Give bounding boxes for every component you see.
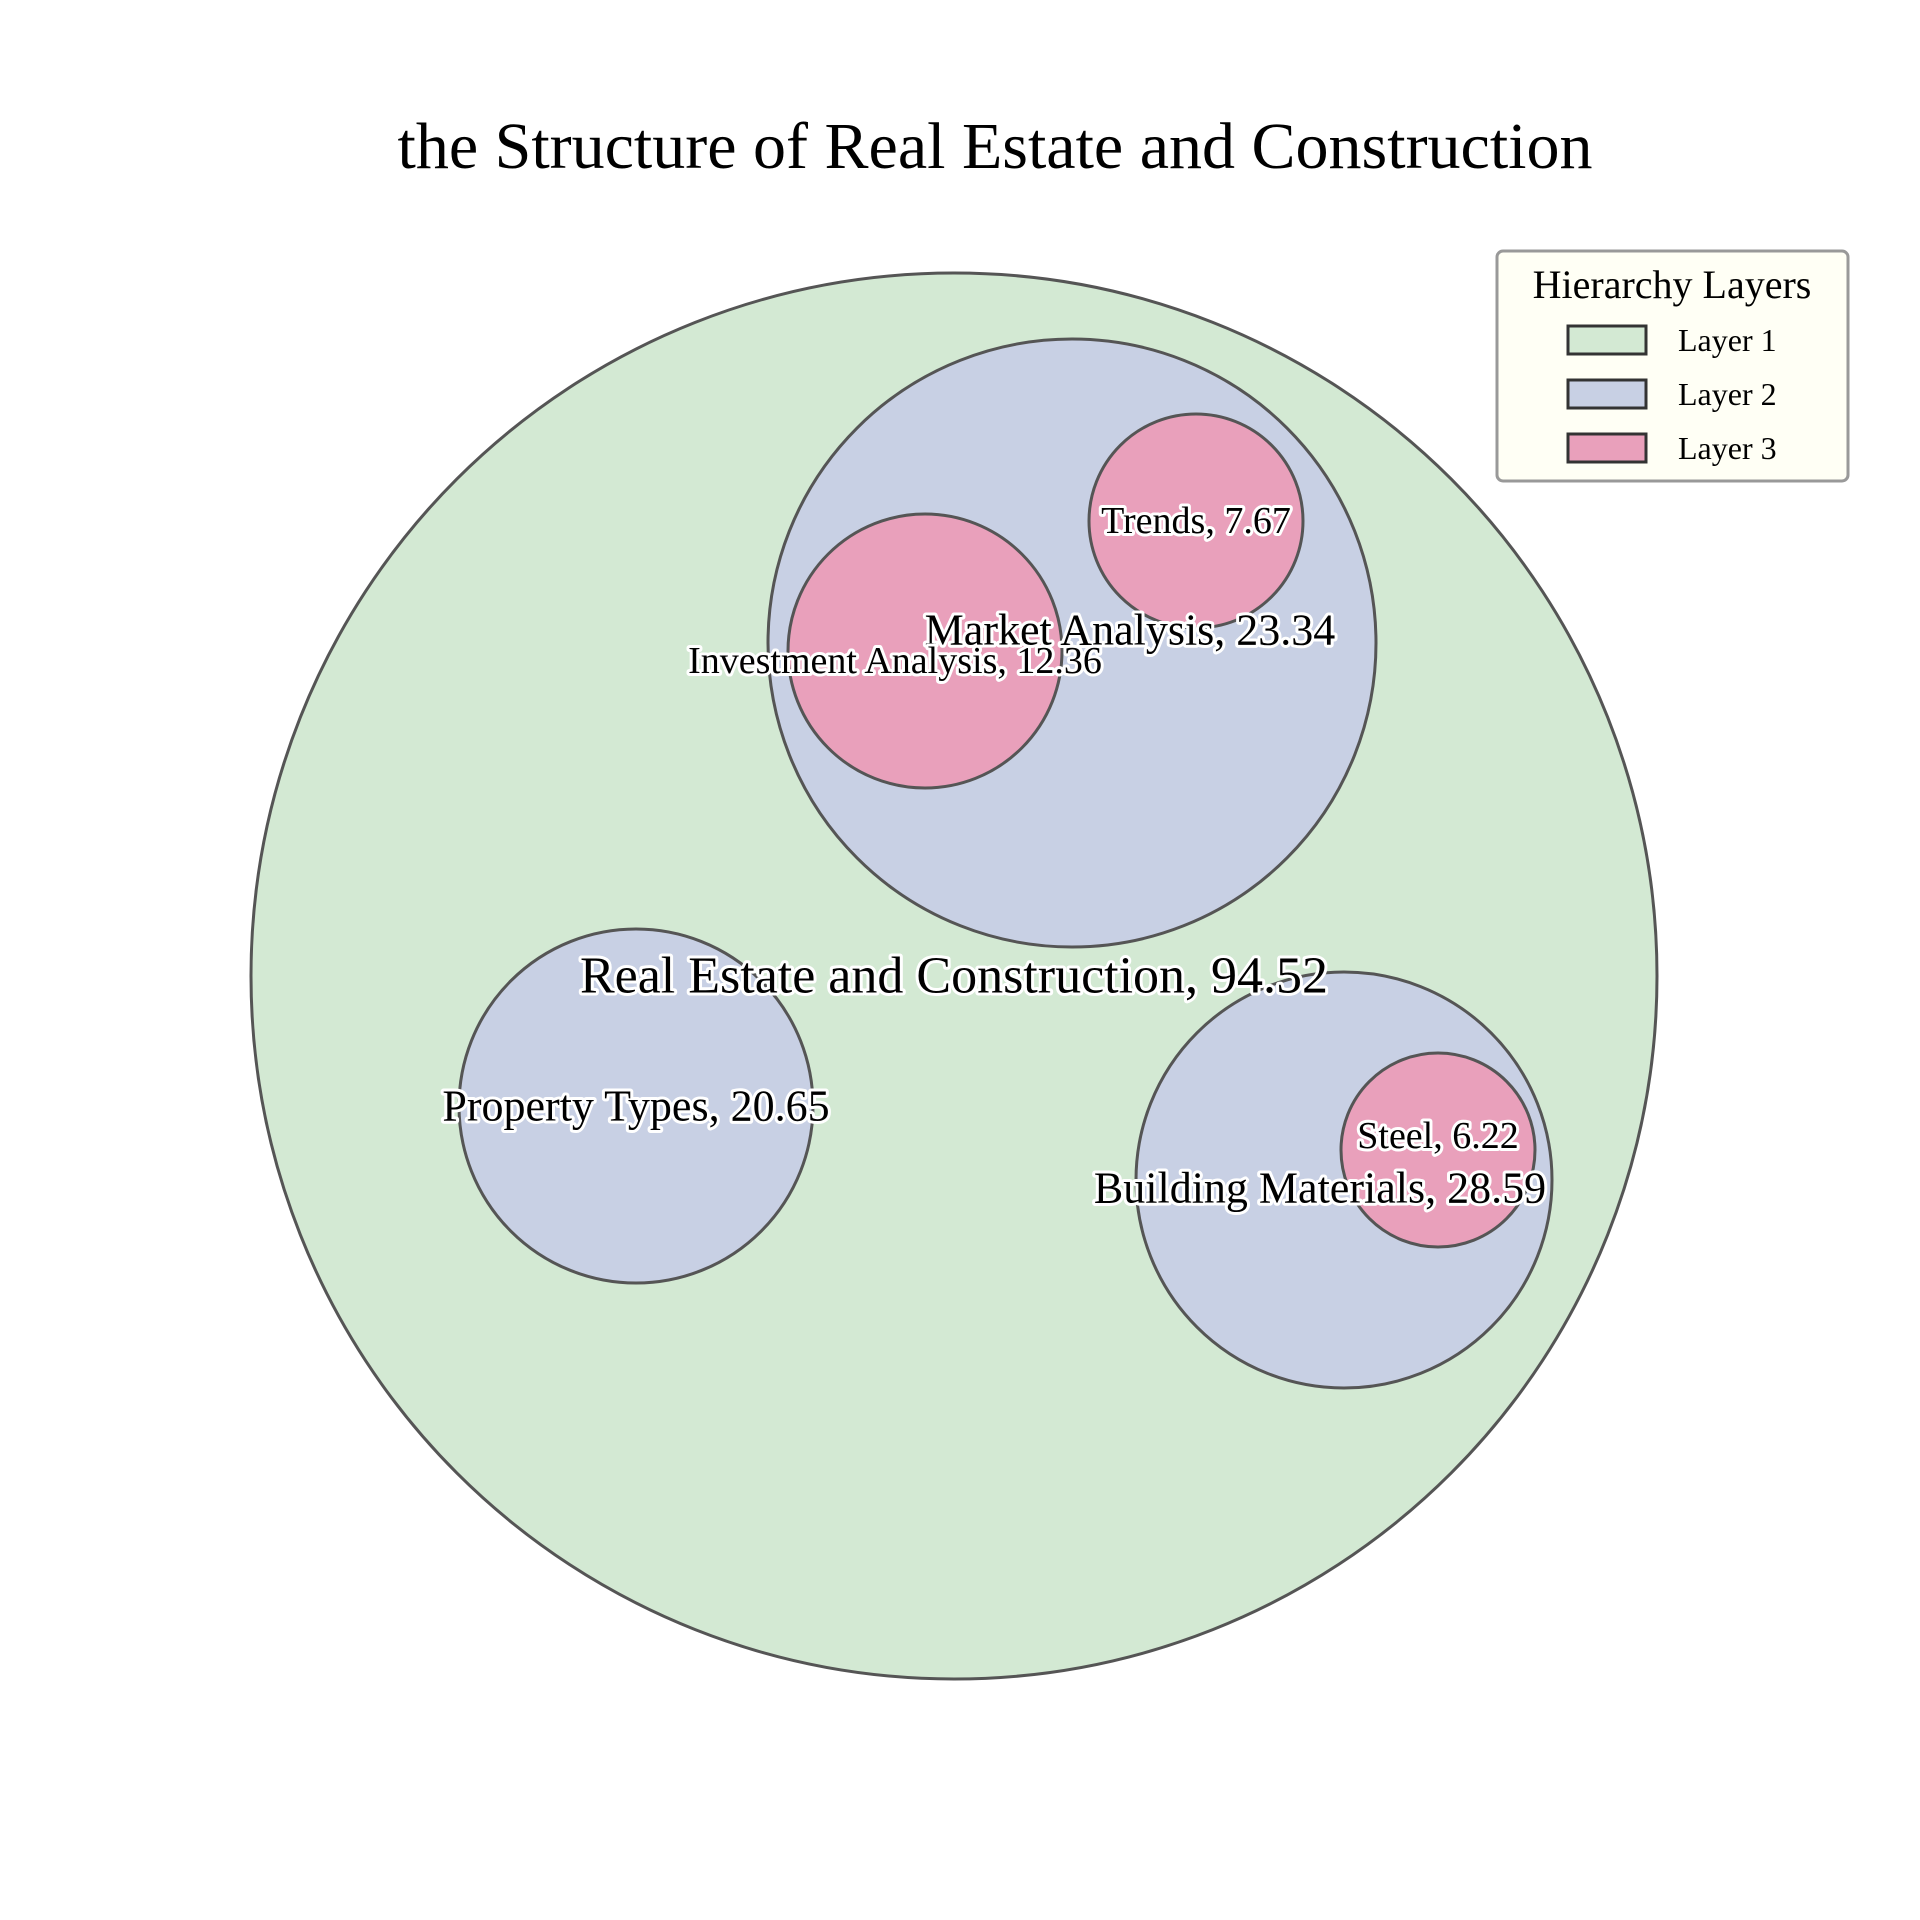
label-investment: Investment Analysis, 12.36 bbox=[688, 640, 1102, 682]
legend-label-layer-3: Layer 3 bbox=[1678, 430, 1777, 466]
legend-label-layer-2: Layer 2 bbox=[1678, 376, 1777, 412]
legend-swatch-layer-1 bbox=[1568, 326, 1646, 354]
label-property: Property Types, 20.65 bbox=[442, 1082, 829, 1131]
label-root: Real Estate and Construction, 94.52 bbox=[580, 948, 1328, 1005]
label-materials: Building Materials, 28.59 bbox=[1094, 1164, 1546, 1213]
legend-title: Hierarchy Layers bbox=[1533, 262, 1812, 307]
chart-title: the Structure of Real Estate and Constru… bbox=[397, 110, 1592, 183]
legend-swatch-layer-2 bbox=[1568, 380, 1646, 408]
legend-swatch-layer-3 bbox=[1568, 434, 1646, 462]
legend-label-layer-1: Layer 1 bbox=[1678, 322, 1777, 358]
label-steel: Steel, 6.22 bbox=[1357, 1115, 1518, 1157]
legend: Hierarchy Layers Layer 1 Layer 2 Layer 3 bbox=[1497, 251, 1848, 481]
label-trends: Trends, 7.67 bbox=[1101, 500, 1291, 542]
